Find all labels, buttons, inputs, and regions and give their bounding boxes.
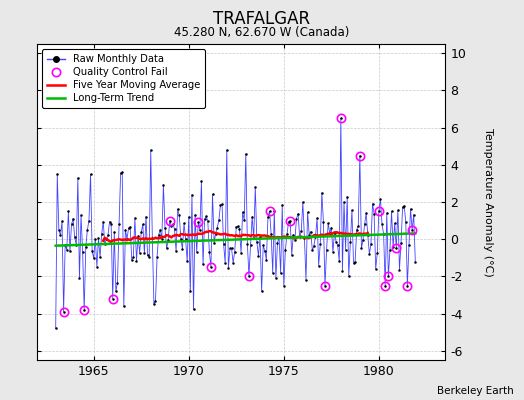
Legend: Raw Monthly Data, Quality Control Fail, Five Year Moving Average, Long-Term Tren: Raw Monthly Data, Quality Control Fail, … [42,49,205,108]
Y-axis label: Temperature Anomaly (°C): Temperature Anomaly (°C) [483,128,493,276]
Text: TRAFALGAR: TRAFALGAR [213,10,311,28]
Text: Berkeley Earth: Berkeley Earth [437,386,514,396]
Text: 45.280 N, 62.670 W (Canada): 45.280 N, 62.670 W (Canada) [174,26,350,39]
